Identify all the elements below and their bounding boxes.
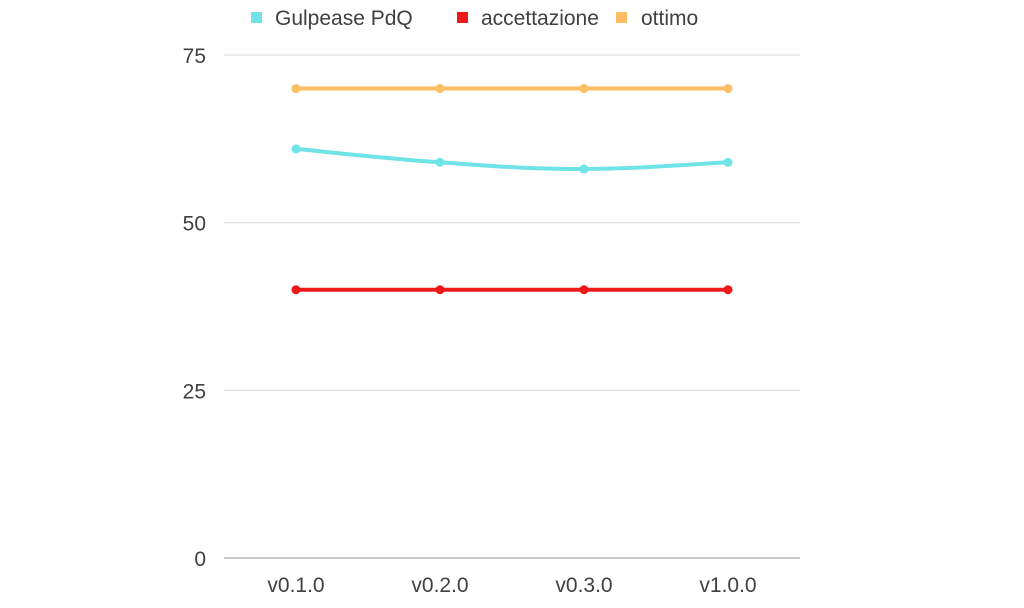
x-tick-label: v1.0.0 [699,574,756,597]
data-point-accettazione [723,285,733,295]
legend: Gulpease PdQ accettazione ottimo [251,7,698,30]
x-tick-label: v0.1.0 [267,574,324,597]
data-point-accettazione [291,285,301,295]
data-point-ottimo [579,84,589,94]
y-tick-label: 75 [183,45,206,68]
legend-swatch-ottimo [616,12,627,23]
data-point-gulpease-pdq [435,157,445,167]
x-tick-label: v0.2.0 [411,574,468,597]
data-point-gulpease-pdq [579,164,589,174]
data-point-gulpease-pdq [291,144,301,154]
series-line-gulpease-pdq [294,146,730,172]
data-point-accettazione [435,285,445,295]
legend-label-ottimo: ottimo [641,7,698,30]
y-tick-label: 0 [194,548,206,571]
legend-swatch-accettazione [457,12,468,23]
legend-label-gulpease-pdq: Gulpease PdQ [275,7,413,30]
data-point-accettazione [579,285,589,295]
data-point-ottimo [723,84,733,94]
series-layer [291,84,733,295]
legend-label-accettazione: accettazione [481,7,599,30]
x-tick-label: v0.3.0 [555,574,612,597]
axis-layer: 0 25 50 75 v0.1.0 v0.2.0 v0.3.0 v1.0.0 [183,45,800,597]
data-point-ottimo [291,84,301,94]
data-point-ottimo [435,84,445,94]
data-point-gulpease-pdq [723,157,733,167]
legend-swatch-gulpease-pdq [251,12,262,23]
y-tick-label: 50 [183,213,206,236]
y-tick-label: 25 [183,380,206,403]
grid-layer [224,54,800,391]
